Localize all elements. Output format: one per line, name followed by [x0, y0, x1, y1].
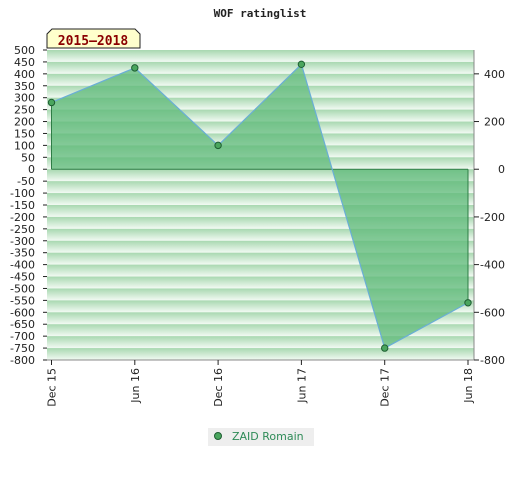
left-tick-label: -100: [10, 187, 35, 200]
legend: ZAID Romain: [208, 428, 314, 446]
left-tick-label: 200: [14, 116, 35, 129]
legend-marker: [214, 432, 222, 440]
left-tick-label: -350: [10, 247, 35, 260]
period-badge-label: 2015–2018: [58, 34, 129, 49]
data-point: [47, 98, 56, 107]
left-tick-label: -500: [10, 282, 35, 295]
left-tick-label: 300: [14, 92, 35, 105]
grid-band: [47, 61, 474, 74]
grid-band: [47, 276, 474, 289]
left-tick-label: -450: [10, 271, 35, 284]
legend-label: ZAID Romain: [232, 430, 304, 443]
left-axis: 500450400350300250200150100500-50-100-15…: [10, 44, 47, 367]
left-tick-label: 250: [14, 104, 35, 117]
grid-band: [47, 240, 474, 253]
grid-band: [47, 205, 474, 217]
period-badge: 2015–2018: [46, 28, 141, 49]
x-tick-label: Jun 18: [462, 368, 475, 404]
x-tick-label: Dec 16: [212, 368, 225, 407]
left-tick-label: -800: [10, 354, 35, 367]
right-tick-label: -800: [480, 354, 505, 367]
right-tick-label: -600: [480, 306, 505, 319]
right-tick-label: 0: [498, 163, 505, 176]
right-tick-label: 400: [484, 68, 505, 81]
series-area-fill: [51, 64, 468, 349]
grid-band: [47, 252, 474, 265]
left-tick-label: -50: [17, 175, 35, 188]
x-tick-label: Jun 16: [129, 368, 142, 404]
left-tick-label: 400: [14, 68, 35, 81]
grid-band: [47, 169, 474, 182]
x-tick-label: Dec 15: [46, 368, 59, 407]
right-tick-label: 200: [484, 116, 505, 129]
series-area: [47, 60, 472, 352]
left-tick-label: 150: [14, 127, 35, 140]
grid-band: [47, 228, 474, 241]
grid-band: [47, 193, 474, 205]
left-tick-label: 50: [21, 151, 35, 164]
left-tick-label: 0: [28, 163, 35, 176]
left-tick-label: 500: [14, 44, 35, 57]
x-axis: Dec 15 Jun 16 Dec 16 Jun 17 Dec 17 Jun 18: [46, 359, 475, 407]
x-tick-label: Dec 17: [379, 368, 392, 407]
left-tick-label: -300: [10, 235, 35, 248]
left-tick-label: 350: [14, 80, 35, 93]
grid-band: [47, 312, 474, 325]
grid-band: [47, 73, 474, 86]
grid-band: [47, 288, 474, 301]
right-tick-label: -200: [480, 211, 505, 224]
left-tick-label: -650: [10, 318, 35, 331]
series-line: [51, 63, 469, 349]
grid-band: [47, 324, 474, 337]
left-tick-label: 100: [14, 139, 35, 152]
grid-band: [47, 336, 474, 349]
data-point: [297, 60, 306, 69]
left-tick-label: -200: [10, 211, 35, 224]
data-point: [214, 141, 222, 150]
left-tick-label: -400: [10, 259, 35, 272]
left-tick-label: -700: [10, 330, 35, 343]
left-tick-label: -150: [10, 199, 35, 212]
grid-band: [47, 85, 474, 98]
grid-band: [47, 50, 474, 62]
left-tick-label: -550: [10, 294, 35, 307]
data-point: [381, 344, 389, 352]
chart-title: WOF ratinglist: [214, 7, 307, 20]
grid-band: [47, 300, 474, 313]
x-tick-label: Jun 17: [295, 368, 308, 404]
grid-band: [47, 264, 474, 277]
right-tick-label: -400: [480, 259, 505, 272]
left-tick-label: -600: [10, 306, 35, 319]
grid-band: [47, 348, 474, 360]
data-point: [464, 299, 472, 307]
left-tick-label: 450: [14, 56, 35, 69]
left-tick-label: -250: [10, 223, 35, 236]
grid-band: [47, 181, 474, 194]
left-tick-label: -750: [10, 342, 35, 355]
data-point: [131, 64, 139, 72]
grid-band: [47, 216, 474, 229]
right-axis: 400 200 0 -200 -400 -600 -800: [473, 50, 505, 367]
